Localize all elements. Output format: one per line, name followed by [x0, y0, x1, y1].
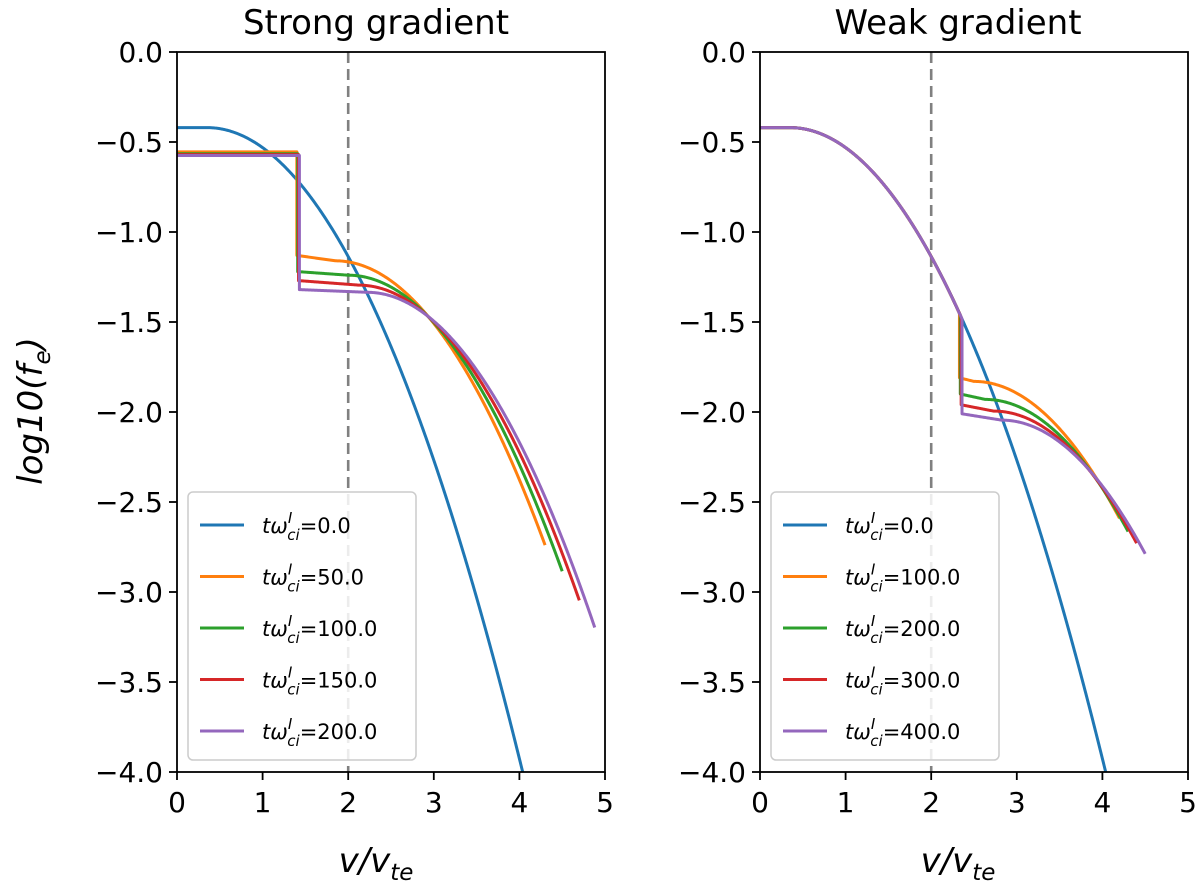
x-tick-label: 5	[596, 786, 614, 819]
y-tick-label: −3.5	[95, 666, 163, 699]
x-tick-label: 3	[425, 786, 443, 819]
y-tick-label: −1.5	[95, 306, 163, 339]
panel-title: Strong gradient	[243, 3, 509, 43]
x-tick-label: 1	[837, 786, 855, 819]
panel-title: Weak gradient	[834, 3, 1081, 43]
x-tick-label: 4	[1093, 786, 1111, 819]
legend-entry-150.0: tωI ci=150.0	[262, 664, 377, 699]
series-line-100.0	[760, 126, 1121, 519]
x-tick-label: 2	[922, 786, 940, 819]
y-tick-label: 0.0	[701, 36, 746, 69]
y-tick-label: −2.0	[95, 396, 163, 429]
y-axis-label-close: )	[11, 337, 51, 353]
x-tick-label: 0	[751, 786, 769, 819]
legend-entry-0.0: tωI ci=0.0	[262, 509, 351, 544]
legend-entry-100.0: tωI ci=100.0	[845, 561, 960, 596]
y-tick-label: −4.0	[678, 756, 746, 789]
x-axis-label-sub: te	[972, 860, 995, 886]
series-line-200.0	[177, 154, 597, 628]
y-tick-label: −0.5	[95, 126, 163, 159]
x-axis-label-base: v/v	[339, 841, 392, 881]
y-tick-label: −3.0	[95, 576, 163, 609]
series-line-400.0	[760, 126, 1147, 555]
legend: tωI ci=0.0 tωI ci=50.0 tωI ci=100.0 tωI ci=150.…	[187, 491, 417, 761]
x-tick-label: 3	[1008, 786, 1026, 819]
y-tick-label: −3.0	[678, 576, 746, 609]
series-group	[177, 126, 597, 772]
y-tick-label: −2.5	[678, 486, 746, 519]
y-tick-label: 0.0	[118, 36, 163, 69]
series-group	[760, 126, 1147, 772]
x-axis-label-base: v/v	[921, 841, 974, 881]
legend-entry-100.0: tωI ci=100.0	[262, 612, 377, 647]
x-tick-label: 5	[1179, 786, 1197, 819]
y-axis-label-sub: e	[30, 350, 56, 364]
legend-entry-200.0: tωI ci=200.0	[845, 612, 960, 647]
legend-entry-300.0: tωI ci=300.0	[845, 664, 960, 699]
series-line-200.0	[760, 126, 1130, 533]
y-tick-label: −2.0	[678, 396, 746, 429]
plot-area: 0 1 2 3 4 5 0.0 −0.5 −1.0 −1.5 −2.0 −2.5 −3.0 −3.5 −4.…	[95, 36, 614, 819]
x-tick-label: 1	[254, 786, 272, 819]
legend-entry-0.0: tωI ci=0.0	[845, 509, 934, 544]
y-tick-label: −1.0	[678, 216, 746, 249]
legend-entry-200.0: tωI ci=200.0	[262, 715, 377, 750]
y-tick-label: −3.5	[678, 666, 746, 699]
y-tick-label: −1.5	[678, 306, 746, 339]
y-tick-label: −0.5	[678, 126, 746, 159]
y-tick-label: −4.0	[95, 756, 163, 789]
series-line-300.0	[760, 126, 1138, 544]
panel-strong-gradient: Strong gradient log10(fe) v/vte 0 1 2 3 4 5 0.…	[11, 3, 614, 886]
y-tick-label: −1.0	[95, 216, 163, 249]
x-axis-label: v/vte	[339, 841, 414, 886]
legend: tωI ci=0.0 tωI ci=100.0 tωI ci=200.0 tωI ci=300…	[770, 491, 1000, 761]
x-tick-label: 4	[510, 786, 528, 819]
x-axis-label-sub: te	[390, 860, 413, 886]
x-tick-label: 0	[168, 786, 186, 819]
panel-weak-gradient: Weak gradient v/vte 0 1 2 3 4 5 0.0 −0.5 −1.0 −1.…	[678, 3, 1197, 886]
y-axis-label-text: log10(f	[11, 360, 51, 485]
x-axis-label: v/vte	[921, 841, 996, 886]
legend-box	[187, 491, 417, 761]
plot-area: 0 1 2 3 4 5 0.0 −0.5 −1.0 −1.5 −2.0 −2.5 −3.0 −3.5 −4.…	[678, 36, 1197, 819]
x-tick-label: 2	[339, 786, 357, 819]
series-line-50.0	[177, 150, 547, 546]
legend-entry-50.0: tωI ci=50.0	[262, 561, 364, 596]
legend-box	[770, 491, 1000, 761]
y-tick-label: −2.5	[95, 486, 163, 519]
y-axis-label: log10(fe)	[11, 337, 56, 485]
legend-entry-400.0: tωI ci=400.0	[845, 715, 960, 750]
